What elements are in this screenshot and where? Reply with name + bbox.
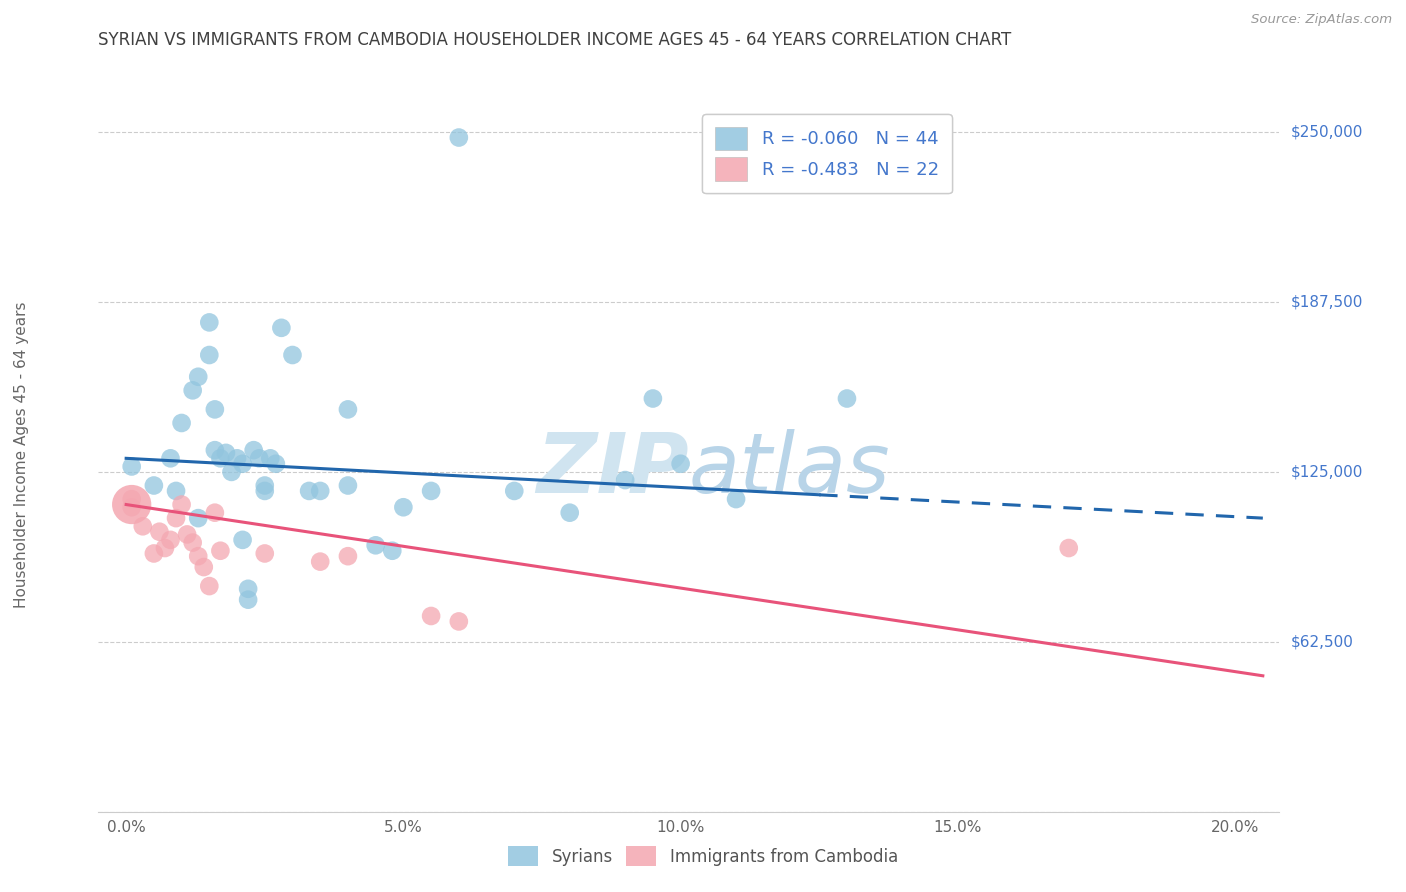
Point: [187, 511, 209, 525]
Point: [232, 457, 254, 471]
Point: [121, 492, 143, 507]
Point: [232, 533, 254, 547]
Text: $187,500: $187,500: [1291, 294, 1362, 310]
Point: [170, 498, 193, 512]
Text: $62,500: $62,500: [1291, 634, 1354, 649]
Point: [209, 451, 232, 466]
Point: [204, 402, 226, 417]
Point: [336, 549, 359, 564]
Point: [558, 506, 581, 520]
Point: [253, 483, 276, 498]
Point: [181, 384, 204, 398]
Point: [309, 483, 332, 498]
Point: [669, 457, 692, 471]
Point: [165, 511, 187, 525]
Point: [187, 549, 209, 564]
Point: [259, 451, 281, 466]
Point: [236, 582, 259, 596]
Text: ZIP: ZIP: [536, 429, 689, 509]
Point: [503, 483, 526, 498]
Legend: R = -0.060   N = 44, R = -0.483   N = 22: R = -0.060 N = 44, R = -0.483 N = 22: [702, 114, 952, 194]
Text: Householder Income Ages 45 - 64 years: Householder Income Ages 45 - 64 years: [14, 301, 28, 608]
Point: [198, 315, 221, 329]
Point: [209, 543, 232, 558]
Text: $125,000: $125,000: [1291, 465, 1362, 479]
Point: [226, 451, 249, 466]
Point: [447, 615, 470, 629]
Point: [165, 483, 187, 498]
Point: [381, 543, 404, 558]
Point: [176, 527, 198, 541]
Point: [264, 457, 287, 471]
Point: [153, 541, 176, 555]
Point: [142, 478, 165, 492]
Point: [447, 130, 470, 145]
Point: [170, 416, 193, 430]
Text: $250,000: $250,000: [1291, 125, 1362, 140]
Point: [725, 492, 748, 507]
Legend: Syrians, Immigrants from Cambodia: Syrians, Immigrants from Cambodia: [501, 838, 905, 875]
Point: [242, 443, 264, 458]
Point: [187, 369, 209, 384]
Point: [132, 519, 155, 533]
Point: [392, 500, 415, 515]
Point: [159, 451, 181, 466]
Point: [1057, 541, 1080, 555]
Point: [614, 473, 637, 487]
Point: [121, 459, 143, 474]
Point: [420, 483, 443, 498]
Point: [215, 446, 238, 460]
Point: [236, 592, 259, 607]
Point: [253, 546, 276, 560]
Point: [204, 506, 226, 520]
Point: [204, 443, 226, 458]
Point: [159, 533, 181, 547]
Point: [420, 609, 443, 624]
Text: atlas: atlas: [689, 429, 890, 509]
Point: [121, 498, 143, 512]
Point: [253, 478, 276, 492]
Point: [181, 535, 204, 549]
Point: [281, 348, 304, 362]
Point: [336, 478, 359, 492]
Point: [336, 402, 359, 417]
Point: [309, 555, 332, 569]
Point: [142, 546, 165, 560]
Point: [298, 483, 321, 498]
Text: Source: ZipAtlas.com: Source: ZipAtlas.com: [1251, 13, 1392, 27]
Point: [641, 392, 664, 406]
Point: [364, 538, 387, 552]
Point: [198, 579, 221, 593]
Point: [221, 465, 243, 479]
Point: [193, 560, 215, 574]
Point: [198, 348, 221, 362]
Point: [835, 392, 858, 406]
Point: [247, 451, 270, 466]
Text: SYRIAN VS IMMIGRANTS FROM CAMBODIA HOUSEHOLDER INCOME AGES 45 - 64 YEARS CORRELA: SYRIAN VS IMMIGRANTS FROM CAMBODIA HOUSE…: [98, 31, 1012, 49]
Point: [270, 321, 292, 335]
Point: [121, 500, 143, 515]
Point: [148, 524, 170, 539]
